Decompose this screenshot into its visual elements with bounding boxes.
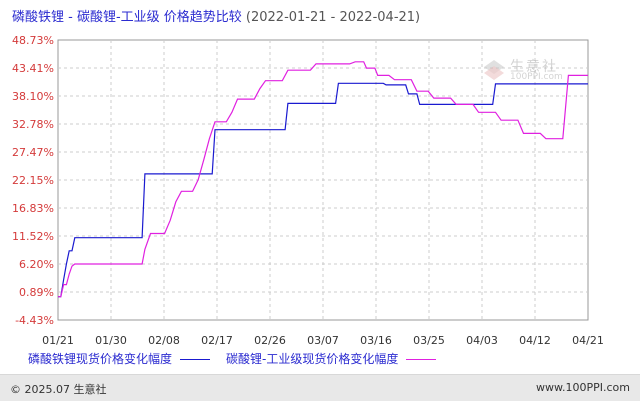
x-tick-label: 03/07 <box>307 334 339 347</box>
x-tick-label: 03/16 <box>360 334 392 347</box>
x-tick-label: 01/30 <box>95 334 127 347</box>
chart-title-text: 磷酸铁锂 - 碳酸锂-工业级 价格趋势比较 <box>12 10 242 25</box>
y-tick-label: 16.83% <box>12 202 54 215</box>
legend-swatch-series1 <box>180 359 211 360</box>
y-tick-label: 48.73% <box>12 34 54 47</box>
x-tick-label: 04/03 <box>466 334 498 347</box>
y-tick-label: 6.20% <box>19 258 54 271</box>
x-tick-label: 02/17 <box>201 334 233 347</box>
footer-copyright: © 2025.07 生意社 <box>10 383 107 396</box>
watermark: 生意社 100PPI.com <box>482 58 592 86</box>
x-tick-label: 04/12 <box>519 334 551 347</box>
legend-item-series2: 碳酸锂-工业级现货价格变化幅度 <box>226 350 437 367</box>
watermark-logo-icon <box>484 60 504 80</box>
x-tick-label: 02/26 <box>254 334 286 347</box>
series-line-2 <box>58 61 588 298</box>
chart-date-range: (2022-01-21 - 2022-04-21) <box>245 10 421 25</box>
x-tick-label: 04/21 <box>572 334 604 347</box>
legend-label-series2: 碳酸锂-工业级现货价格变化幅度 <box>226 352 399 366</box>
y-tick-label: 27.47% <box>12 146 54 159</box>
x-tick-label: 02/08 <box>148 334 180 347</box>
watermark-url: 100PPI.com <box>510 72 563 82</box>
watermark-brand: 生意社 <box>510 59 558 75</box>
legend-item-series1: 磷酸铁锂现货价格变化幅度 <box>28 350 211 367</box>
y-tick-label: 22.15% <box>12 174 54 187</box>
footer-website-link[interactable]: www.100PPI.com <box>536 381 630 394</box>
chart-title: 磷酸铁锂 - 碳酸锂-工业级 价格趋势比较 (2022-01-21 - 2022… <box>12 6 420 25</box>
x-tick-label: 01/21 <box>42 334 74 347</box>
footer-bar: © 2025.07 生意社 www.100PPI.com <box>0 374 640 401</box>
legend-swatch-series2 <box>406 359 437 360</box>
y-tick-label: 0.89% <box>19 286 54 299</box>
y-tick-label: 43.41% <box>12 62 54 75</box>
x-tick-label: 03/25 <box>413 334 445 347</box>
y-tick-label: 11.52% <box>12 230 54 243</box>
y-tick-label: 38.10% <box>12 90 54 103</box>
y-tick-label: -4.43% <box>15 314 54 327</box>
legend-label-series1: 磷酸铁锂现货价格变化幅度 <box>28 352 173 366</box>
y-tick-label: 32.78% <box>12 118 54 131</box>
series-line-1 <box>58 82 588 298</box>
